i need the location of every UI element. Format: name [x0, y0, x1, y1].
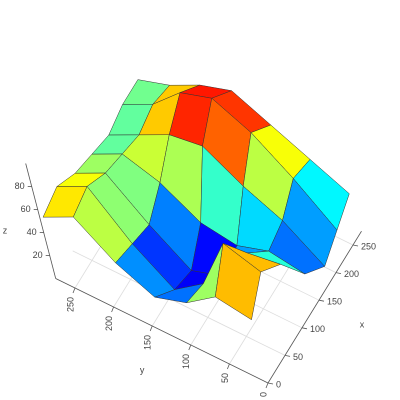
y-axis-title: y	[140, 365, 145, 375]
x-tick-label: 0	[276, 379, 281, 389]
z-tick-label: 60	[21, 204, 31, 214]
z-axis-title: z	[3, 225, 8, 235]
y-tick	[227, 363, 230, 370]
y-tick-label: 200	[104, 316, 114, 331]
x-tick-label: 150	[327, 297, 342, 307]
surface-patch	[214, 242, 262, 321]
y-tick-label: 150	[143, 335, 153, 350]
z-axis	[25, 163, 57, 279]
x-tick-label: 100	[310, 324, 325, 334]
x-tick	[335, 272, 342, 274]
x-tick	[318, 299, 325, 302]
y-tick	[72, 287, 76, 294]
y-tick-label: 0	[258, 392, 268, 397]
grid-line	[72, 250, 286, 356]
x-tick	[352, 244, 359, 247]
z-tick-label: 80	[15, 181, 25, 191]
y-tick-label: 250	[65, 297, 75, 312]
y-tick-label: 50	[220, 373, 230, 383]
y-tick	[188, 344, 192, 351]
y-tick-label: 100	[181, 354, 191, 369]
y-tick	[111, 306, 114, 313]
x-tick-label: 250	[361, 241, 376, 251]
x-tick-label: 200	[344, 269, 359, 279]
z-tick-label: 20	[33, 250, 43, 260]
x-tick-label: 50	[293, 352, 303, 362]
y-axis	[55, 278, 269, 384]
x-axis	[267, 230, 362, 384]
z-tick-label: 40	[27, 227, 37, 237]
y-tick	[265, 382, 269, 389]
x-tick	[284, 355, 291, 357]
x-tick	[301, 327, 308, 330]
y-tick	[149, 325, 153, 332]
x-axis-title: x	[360, 319, 365, 329]
x-tick	[267, 382, 274, 385]
